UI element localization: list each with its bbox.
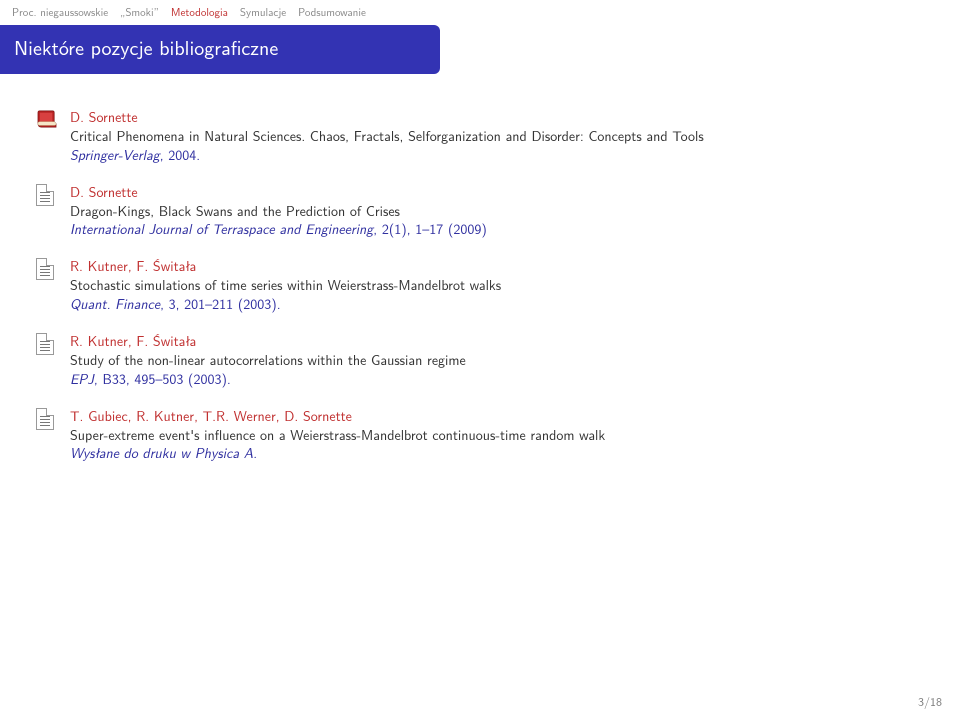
entry-venue: Wysłane do druku w Physica A. xyxy=(70,444,928,463)
entry-venue: EPJ, B33, 495–503 (2003). xyxy=(70,370,928,389)
entry-title: Dragon-Kings, Black Swans and the Predic… xyxy=(70,202,928,221)
document-icon xyxy=(36,408,54,430)
nav-tab-4[interactable]: Podsumowanie xyxy=(292,2,372,23)
nav-tab-0[interactable]: Proc. niegaussowskie xyxy=(6,2,114,23)
nav-tab-3[interactable]: Symulacje xyxy=(234,2,292,23)
entry-title: Critical Phenomena in Natural Sciences. … xyxy=(70,127,928,146)
nav-tabs: Proc. niegaussowskie„Smoki”MetodologiaSy… xyxy=(0,0,960,23)
entry-venue: Quant. Finance, 3, 201–211 (2003). xyxy=(70,295,928,314)
document-icon xyxy=(36,184,54,206)
entry-authors: R. Kutner, F. Świtała xyxy=(70,332,928,351)
bibliography-list: D. SornetteCritical Phenomena in Natural… xyxy=(0,74,960,463)
document-icon xyxy=(36,408,58,430)
document-icon xyxy=(36,258,54,280)
entry-venue: Springer-Verlag, 2004. xyxy=(70,146,928,165)
document-icon xyxy=(36,258,58,280)
nav-tab-1[interactable]: „Smoki” xyxy=(114,2,165,23)
page-title: Niektóre pozycje bibliograficzne xyxy=(0,25,440,74)
bib-entry: R. Kutner, F. ŚwitałaStochastic simulati… xyxy=(70,257,928,314)
book-icon xyxy=(36,109,58,131)
entry-title: Stochastic simulations of time series wi… xyxy=(70,276,928,295)
nav-tab-2[interactable]: Metodologia xyxy=(165,2,234,23)
page-number: 3/18 xyxy=(918,692,942,710)
entry-authors: R. Kutner, F. Świtała xyxy=(70,257,928,276)
bib-entry: T. Gubiec, R. Kutner, T.R. Werner, D. So… xyxy=(70,407,928,464)
entry-authors: D. Sornette xyxy=(70,108,928,127)
document-icon xyxy=(36,333,54,355)
entry-title: Super-extreme event's influence on a Wei… xyxy=(70,426,928,445)
document-icon xyxy=(36,184,58,206)
entry-authors: D. Sornette xyxy=(70,183,928,202)
entry-title: Study of the non-linear autocorrelations… xyxy=(70,351,928,370)
bib-entry: D. SornetteDragon-Kings, Black Swans and… xyxy=(70,183,928,240)
bib-entry: R. Kutner, F. ŚwitałaStudy of the non-li… xyxy=(70,332,928,389)
document-icon xyxy=(36,333,58,355)
entry-authors: T. Gubiec, R. Kutner, T.R. Werner, D. So… xyxy=(70,407,928,426)
bib-entry: D. SornetteCritical Phenomena in Natural… xyxy=(70,108,928,165)
entry-venue: International Journal of Terraspace and … xyxy=(70,220,928,239)
